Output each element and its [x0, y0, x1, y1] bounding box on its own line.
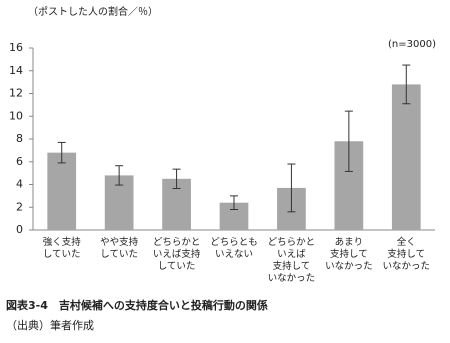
x-tick-label: やや支持していた — [100, 236, 139, 260]
error-bar — [344, 110, 353, 172]
x-tick-label: 全く支持していなかった — [383, 236, 431, 272]
y-tick-label: 12 — [9, 87, 23, 100]
x-tick-label: 強く支持していた — [43, 236, 82, 260]
y-tick-label: 4 — [16, 178, 23, 191]
bar — [391, 84, 421, 231]
y-tick-label: 14 — [9, 64, 23, 77]
y-tick-label: 6 — [16, 155, 23, 168]
y-axis-label: （ポストした人の割合／％） — [28, 5, 158, 18]
error-bar — [230, 195, 238, 211]
y-tick-label: 10 — [9, 109, 23, 122]
bar — [47, 152, 77, 230]
source: （出典）筆者作成 — [6, 318, 94, 332]
error-bar — [402, 64, 411, 105]
y-tick-label: 2 — [16, 200, 23, 213]
y-tick-label: 8 — [16, 132, 23, 145]
x-tick-label: どちらかといえば支持していなかった — [268, 237, 316, 284]
error-bar — [287, 163, 296, 213]
x-tick-label: あまり支持していなかった — [325, 237, 373, 272]
caption: 図表3-4 吉村候補への支持度合いと投稿行動の関係 — [6, 298, 268, 312]
y-tick-label: 0 — [16, 223, 23, 236]
x-tick-label: どちらともいえない — [210, 237, 258, 260]
error-bar — [172, 168, 181, 189]
y-tick-label: 16 — [9, 41, 23, 54]
error-bar — [57, 141, 66, 164]
error-bar — [115, 165, 124, 186]
annotation: (n=3000) — [388, 39, 436, 50]
x-tick-label: どちらかといえば支持していた — [153, 237, 201, 272]
